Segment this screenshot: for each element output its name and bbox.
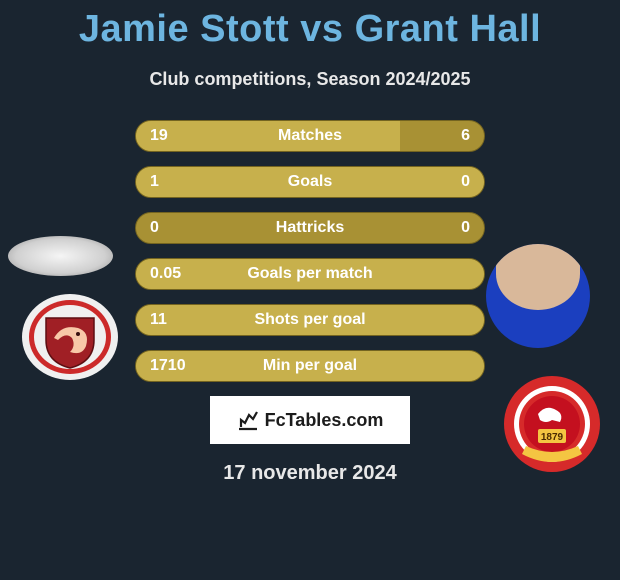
stat-label: Matches [278,127,342,145]
stat-left-value: 1 [136,173,159,191]
player2-club-badge: 1879 [502,374,602,474]
title-player2: Grant Hall [355,8,542,50]
svg-text:1879: 1879 [541,432,564,443]
title-player1: Jamie Stott [79,8,289,50]
stat-row: 0.05 Goals per match [135,258,485,290]
fctables-label: FcTables.com [265,410,384,431]
player2-avatar [486,244,590,348]
title-vs: vs [300,8,343,50]
stat-fill [136,121,400,151]
player1-club-badge [20,294,120,384]
stat-label: Goals [288,173,332,191]
stats-container: 1879 19Matches61Goals00Hattricks00.05Goa… [0,120,620,382]
stat-left-value: 0.05 [136,265,181,283]
stat-label: Goals per match [247,265,372,283]
stat-label: Shots per goal [254,311,365,329]
stat-row: 11 Shots per goal [135,304,485,336]
stat-label: Min per goal [263,357,357,375]
stat-row: 1 Goals 0 [135,166,485,198]
stat-left-value: 1710 [136,357,186,375]
stat-row: 19 Matches 6 [135,120,485,152]
stat-label: Hattricks [276,219,344,237]
stat-left-value: 11 [136,311,167,329]
stat-right-value: 0 [461,173,484,191]
page-title: Jamie Stott vs Grant Hall [0,0,620,51]
stat-row: 0 Hattricks 0 [135,212,485,244]
stat-row: 1710 Min per goal [135,350,485,382]
season-subtitle: Club competitions, Season 2024/2025 [0,69,620,90]
player1-avatar [8,236,113,276]
stat-left-value: 0 [136,219,159,237]
fctables-watermark: FcTables.com [210,396,410,444]
fctables-icon [237,409,259,431]
stat-right-value: 6 [461,127,484,145]
stat-right-value: 0 [461,219,484,237]
stat-left-value: 19 [136,127,168,145]
player2-avatar-head [496,244,580,310]
